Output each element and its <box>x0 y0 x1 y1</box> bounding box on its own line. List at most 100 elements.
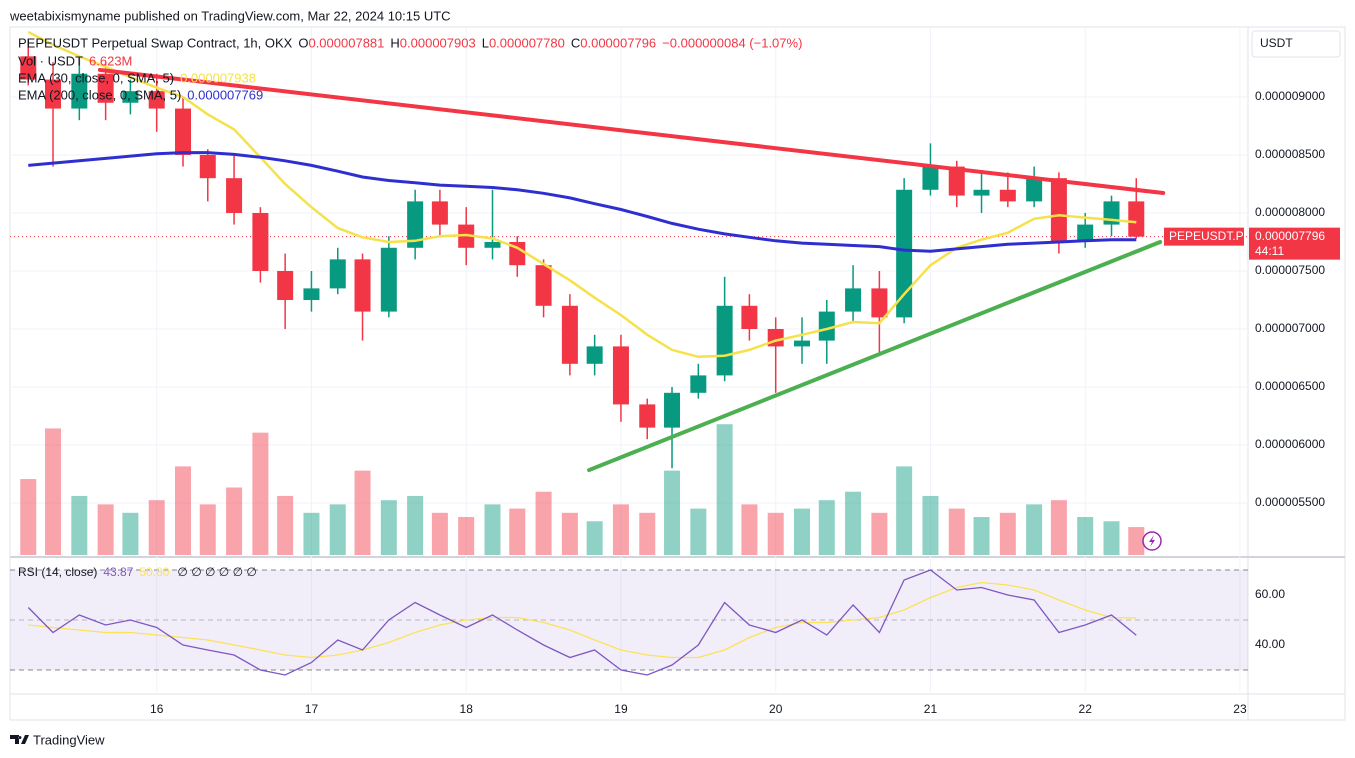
candle-body <box>586 346 603 364</box>
legend-text: PEPEUSDT Perpetual Swap Contract, 1h, OK… <box>18 35 293 50</box>
last-price-box <box>1249 227 1340 260</box>
volume-bar <box>639 512 656 555</box>
volume-bar <box>664 470 681 555</box>
candle-body <box>999 189 1016 202</box>
candle-body <box>845 288 862 312</box>
x-tick-label: 18 <box>460 702 474 716</box>
candle-body <box>329 259 346 289</box>
legend-text: EMA (30, close, 0, SMA, 5) <box>18 70 174 85</box>
volume-bar <box>431 512 448 555</box>
x-tick-label: 21 <box>924 702 938 716</box>
ema-line <box>28 151 1137 253</box>
y-tick-label: 0.000007500 <box>1255 263 1325 277</box>
volume-bar <box>458 517 475 555</box>
currency: USDT <box>1260 36 1293 50</box>
volume-bar <box>148 500 165 555</box>
y-tick-label: 0.000007000 <box>1255 321 1325 335</box>
candle-body <box>20 56 37 80</box>
candle-body <box>1050 178 1067 242</box>
candle-body <box>97 73 114 103</box>
y-tick-label: 0.000006500 <box>1255 379 1325 393</box>
candle-body <box>973 189 990 196</box>
candle-body <box>664 392 681 428</box>
y-tick-label: 0.000005500 <box>1255 495 1325 509</box>
volume-bar <box>794 508 811 555</box>
legend-text: 0.000007796 <box>580 35 656 50</box>
volume-bar <box>561 512 578 555</box>
legend-text: 43.87 <box>103 565 133 579</box>
candle-body <box>818 311 835 341</box>
candle-body <box>896 189 913 318</box>
brand-logo <box>10 735 29 744</box>
x-tick-label: 23 <box>1233 702 1247 716</box>
x-tick-label: 19 <box>614 702 628 716</box>
y-tick-label: 0.000009000 <box>1255 89 1325 103</box>
legend-text: 0.000007769 <box>187 87 263 102</box>
volume-bar <box>1077 517 1094 555</box>
x-tick-label: 16 <box>150 702 164 716</box>
volume-bar <box>999 512 1016 555</box>
legend-text: L <box>482 35 489 50</box>
alert-icon[interactable] <box>1142 531 1162 551</box>
symbol-tag: PEPEUSDT.P <box>1169 229 1244 243</box>
candle-body <box>226 178 243 213</box>
candle-body <box>431 201 448 225</box>
y-tick-label: 0.000008000 <box>1255 205 1325 219</box>
legend-text: 0.000007780 <box>489 35 565 50</box>
volume-bar <box>252 432 269 555</box>
legend-text: Vol · USDT <box>18 53 83 68</box>
x-tick-label: 17 <box>305 702 319 716</box>
candle-body <box>45 79 62 109</box>
x-tick-label: 22 <box>1079 702 1093 716</box>
volume-bar <box>973 517 990 555</box>
legend-text: O <box>298 35 308 50</box>
trendline <box>587 239 1163 473</box>
candle-body <box>122 91 139 103</box>
candle-body <box>354 259 371 312</box>
volume-bar <box>199 504 216 555</box>
volume-bar <box>871 512 888 555</box>
volume-bar <box>612 504 629 555</box>
volume-bar <box>690 508 707 555</box>
volume-bar <box>509 508 526 555</box>
legend-text: 0.000007938 <box>180 70 256 85</box>
legend-text: C <box>571 35 580 50</box>
volume-bar <box>407 495 424 555</box>
volume-bar <box>122 512 139 555</box>
legend-text: 0.000007881 <box>308 35 384 50</box>
candle-body <box>535 265 552 306</box>
countdown: 44:11 <box>1255 244 1284 258</box>
currency-box[interactable] <box>1251 30 1341 58</box>
y-tick-label: 0.000006000 <box>1255 437 1325 451</box>
candle-body <box>639 404 656 428</box>
rsi-ma-line <box>28 581 1137 659</box>
volume-bar <box>586 521 603 555</box>
rsi-tick-label: 40.00 <box>1255 637 1285 651</box>
candle-body <box>690 375 707 393</box>
volume-bar <box>303 512 320 555</box>
legend-text: −0.000000084 (−1.07%) <box>662 35 802 50</box>
candle-body <box>794 340 811 347</box>
volume-bar <box>277 495 294 555</box>
candle-body <box>612 346 629 405</box>
volume-bar <box>716 424 733 555</box>
legend-text: H <box>390 35 399 50</box>
candle-body <box>1128 201 1145 237</box>
candle-body <box>871 288 888 318</box>
volume-bar <box>922 495 939 555</box>
volume-bar <box>175 466 192 555</box>
rsi-tick-label: 60.00 <box>1255 587 1285 601</box>
frame <box>9 26 1346 721</box>
volume-bar <box>818 500 835 555</box>
x-tick-label: 20 <box>769 702 783 716</box>
y-tick-label: 0.000008500 <box>1255 147 1325 161</box>
volume-bar <box>484 504 501 555</box>
candle-body <box>303 288 320 300</box>
volume-bar <box>948 508 965 555</box>
candle-body <box>380 247 397 312</box>
volume-bar <box>767 512 784 555</box>
candle-body <box>175 108 192 155</box>
rsi-line <box>27 569 1137 676</box>
volume-bar <box>45 428 62 555</box>
